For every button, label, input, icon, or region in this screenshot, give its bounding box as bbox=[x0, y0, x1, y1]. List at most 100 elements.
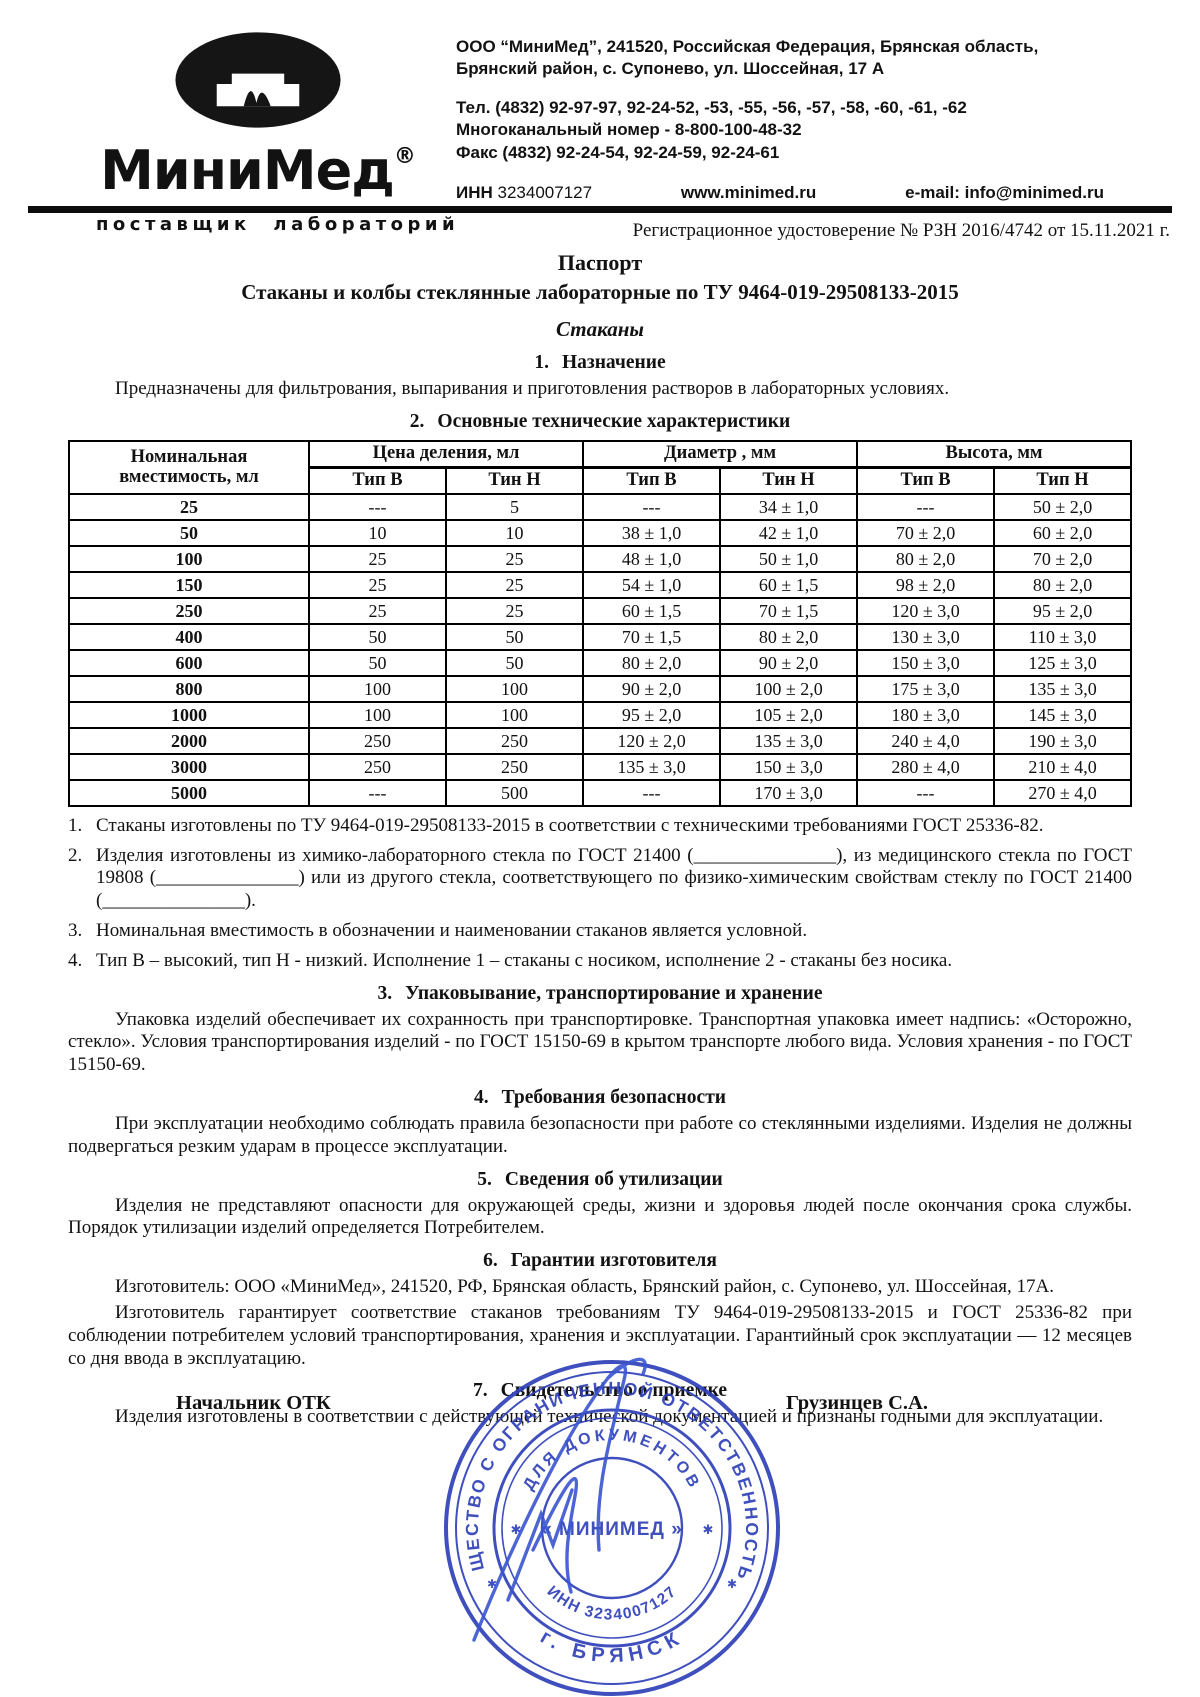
registered-trademark-icon: ® bbox=[393, 144, 416, 169]
section-1-heading: 1. Назначение bbox=[68, 352, 1132, 374]
table-cell: 10 bbox=[444, 518, 585, 547]
table-cell: 110 ± 3,0 bbox=[993, 622, 1133, 651]
table-cell: 150 bbox=[68, 570, 310, 599]
company-stamp: ОБЩЕСТВО С ОГРАНИЧЕННОЙ ОТВЕТСТВЕННОСТЬЮ… bbox=[412, 1338, 812, 1697]
table-cell: 600 bbox=[68, 648, 310, 677]
table-row: 100 25 25 48 ± 1,0 50 ± 1,0 80 ± 2,0 70 ± 2,0 bbox=[68, 544, 1133, 573]
section-3-body: Упаковка изделий обеспечивает их сохранн… bbox=[68, 1008, 1132, 1076]
table-cell: 25 bbox=[308, 570, 447, 599]
table-cell: 400 bbox=[68, 622, 310, 651]
handwritten-signature bbox=[472, 1357, 647, 1642]
section-6-title: Гарантии изготовителя bbox=[510, 1250, 717, 1272]
section-7-body: Изделия изготовлены в соответствии с дей… bbox=[115, 1406, 1104, 1428]
stamp-separator-icon: ✱ bbox=[703, 1522, 714, 1537]
note-number: 1. bbox=[68, 814, 83, 836]
stamp-inn-text: ИНН 3234007127 bbox=[544, 1583, 681, 1624]
stamp-center-text: « МИНИМЕД » bbox=[541, 1519, 683, 1540]
table-cell: 25 bbox=[444, 570, 585, 599]
section-6-heading: 6. Гарантии изготовителя bbox=[68, 1250, 1132, 1272]
section-5-number: 5. bbox=[477, 1168, 492, 1190]
section-1-body: Предназначены для фильтрования, выпарива… bbox=[115, 378, 950, 399]
table-cell: 280 ± 4,0 bbox=[856, 752, 996, 781]
table-cell: 48 ± 1,0 bbox=[582, 544, 722, 573]
table-cell: 250 bbox=[68, 596, 310, 625]
table-cell: 2000 bbox=[68, 726, 310, 755]
table-cell: 130 ± 3,0 bbox=[856, 622, 996, 651]
note-item: 2. Изделия изготовлены из химико-лаборато… bbox=[68, 845, 1132, 913]
table-row: 5000 --- 500 --- 170 ± 3,0 --- 270 ± 4,0 bbox=[68, 778, 1133, 807]
table-cell: 150 ± 3,0 bbox=[719, 752, 859, 781]
table-cell: 3000 bbox=[68, 752, 310, 781]
section-4-title: Требования безопасности bbox=[501, 1086, 727, 1108]
note-item: 1. Стаканы изготовлены по ТУ 9464-019-295… bbox=[68, 815, 1132, 838]
signatory-name: Грузинцев С.А. bbox=[786, 1392, 928, 1414]
table-cell: 50 bbox=[68, 518, 310, 547]
section-4-heading: 4. Требования безопасности bbox=[68, 1087, 1132, 1109]
table-row: 2000 250 250 120 ± 2,0 135 ± 3,0 240 ± 4,0 190… bbox=[68, 726, 1133, 755]
table-cell: 100 bbox=[444, 700, 585, 729]
notes-list: 1. Стаканы изготовлены по ТУ 9464-019-295… bbox=[68, 815, 1132, 973]
company-address: ООО “МиниМед”, 241520, Российская Федера… bbox=[456, 36, 1104, 81]
table-cell: 250 bbox=[444, 752, 585, 781]
table-subheader-row: Тип В Тин Н Тип В Тин Н Тип В Тип Н bbox=[69, 465, 1133, 495]
table-cell: 10 bbox=[308, 518, 447, 547]
col-group-height: Высота, мм bbox=[856, 439, 1133, 469]
col-header-capacity: Номинальная вместимость, мл bbox=[68, 439, 310, 495]
table-row: 50 10 10 38 ± 1,0 42 ± 1,0 70 ± 2,0 60 ± 2,0 bbox=[68, 518, 1133, 547]
table-cell: 135 ± 3,0 bbox=[719, 726, 859, 755]
col-group-diameter: Диаметр , мм bbox=[582, 439, 859, 469]
document-body: 1. Назначение Предназначены для фильтрова… bbox=[0, 352, 1200, 1429]
inn: ИНН 3234007127 bbox=[456, 182, 592, 204]
note-item: 3. Номинальная вместимость в обозначении … bbox=[68, 920, 1132, 943]
section-3-title: Упаковывание, транспортирование и хранен… bbox=[405, 982, 823, 1004]
table-cell: 120 ± 3,0 bbox=[856, 596, 996, 625]
phone-block: Тел. (4832) 92-97-97, 92-24-52, -53, -55… bbox=[456, 97, 1104, 164]
subheader: Тип В bbox=[856, 465, 996, 495]
multichannel-line: Многоканальный номер - 8-800-100-48-32 bbox=[456, 120, 802, 140]
table-cell: 175 ± 3,0 bbox=[856, 674, 996, 703]
stamp-separator-icon: ✱ bbox=[487, 1577, 497, 1591]
table-cell: 145 ± 3,0 bbox=[993, 700, 1133, 729]
table-cell: 25 bbox=[68, 492, 310, 521]
inn-value: 3234007127 bbox=[497, 183, 593, 203]
stamp-separator-icon: ✱ bbox=[511, 1522, 522, 1537]
stamp-separator-icon: ✱ bbox=[727, 1577, 737, 1591]
table-cell: 80 ± 2,0 bbox=[856, 544, 996, 573]
table-cell: 25 bbox=[444, 596, 585, 625]
table-cell: 150 ± 3,0 bbox=[856, 648, 996, 677]
table-cell: 270 ± 4,0 bbox=[993, 778, 1133, 807]
table-cell: 100 bbox=[308, 674, 447, 703]
inn-label: ИНН bbox=[456, 183, 493, 203]
table-cell: 25 bbox=[308, 544, 447, 573]
contact-block: ООО “МиниМед”, 241520, Российская Федера… bbox=[456, 30, 1104, 206]
table-cell: 500 bbox=[444, 778, 585, 807]
table-cell: 60 ± 1,5 bbox=[719, 570, 859, 599]
table-cell: 125 ± 3,0 bbox=[993, 648, 1133, 677]
section-2-number: 2. bbox=[409, 410, 425, 432]
table-cell: 38 ± 1,0 bbox=[582, 518, 722, 547]
web-row: ИНН 3234007127 www.minimed.ru e-mail: in… bbox=[456, 182, 1104, 204]
table-cell: 50 bbox=[308, 648, 447, 677]
subheader: Тип В bbox=[582, 465, 722, 495]
note-text: Номинальная вместимость в обозначении и … bbox=[96, 919, 808, 941]
section-5-heading: 5. Сведения об утилизации bbox=[68, 1169, 1132, 1191]
note-number: 2. bbox=[68, 844, 83, 866]
table-cell: 135 ± 3,0 bbox=[582, 752, 722, 781]
table-cell: 70 ± 2,0 bbox=[993, 544, 1133, 573]
table-cell: 135 ± 3,0 bbox=[993, 674, 1133, 703]
table-cell: 250 bbox=[444, 726, 585, 755]
section-5-body: Изделия не представляют опасности для ок… bbox=[68, 1194, 1132, 1239]
col-group-division: Цена деления, мл bbox=[307, 439, 585, 469]
table-cell: 80 ± 2,0 bbox=[993, 570, 1133, 599]
registration-line: Регистрационное удостоверение № РЗН 2016… bbox=[632, 220, 1170, 241]
note-number: 4. bbox=[68, 949, 83, 971]
address-line-2: Брянский район, с. Супонево, ул. Шоссейн… bbox=[456, 59, 885, 79]
table-row: 800 100 100 90 ± 2,0 100 ± 2,0 175 ± 3,0 135 ±… bbox=[68, 674, 1133, 703]
table-cell: 190 ± 3,0 bbox=[993, 726, 1133, 755]
table-cell: 70 ± 2,0 bbox=[856, 518, 996, 547]
table-row: 1000 100 100 95 ± 2,0 105 ± 2,0 180 ± 3,0 145 … bbox=[68, 700, 1133, 729]
table-cell: 180 ± 3,0 bbox=[856, 700, 996, 729]
table-row: 250 25 25 60 ± 1,5 70 ± 1,5 120 ± 3,0 95 ± 2,0 bbox=[68, 596, 1133, 625]
table-cell: 250 bbox=[308, 752, 447, 781]
